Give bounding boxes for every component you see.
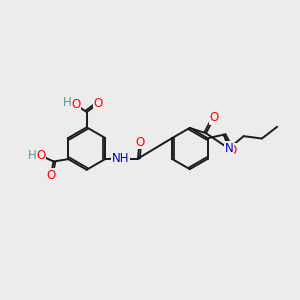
Text: O: O [71, 98, 80, 111]
Text: H: H [28, 149, 37, 162]
Text: H: H [63, 96, 72, 109]
Text: O: O [210, 111, 219, 124]
Text: O: O [36, 149, 45, 162]
Text: NH: NH [112, 152, 129, 165]
Text: O: O [228, 143, 237, 157]
Text: O: O [136, 136, 145, 148]
Text: O: O [93, 97, 103, 110]
Text: N: N [224, 142, 233, 155]
Text: O: O [46, 169, 55, 182]
